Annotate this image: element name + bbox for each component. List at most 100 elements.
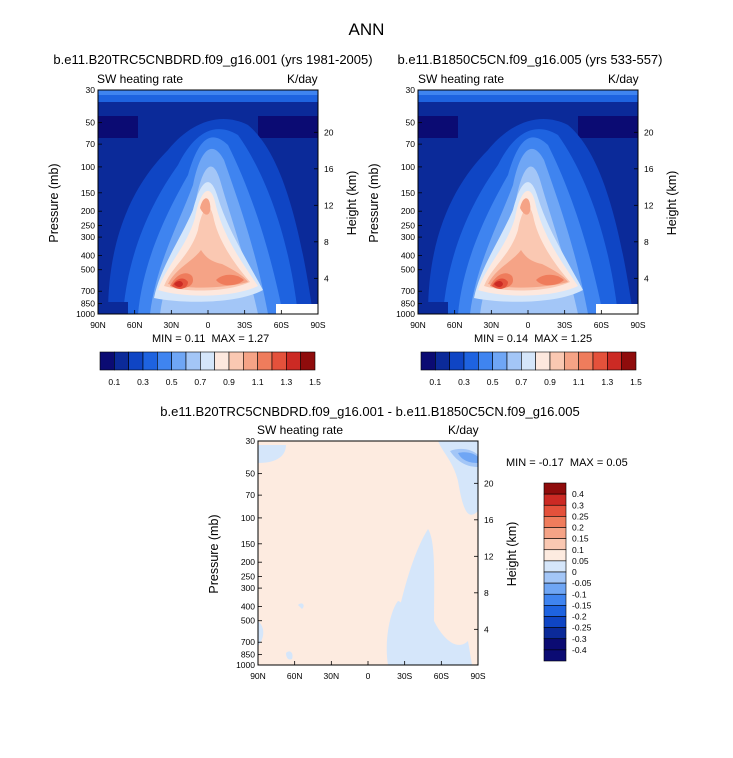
pressure-tick-label: 50 — [406, 118, 416, 128]
colorbar-swatch — [543, 493, 567, 506]
colorbar-label: 0.1 — [572, 545, 584, 555]
colorbar-label: 1.3 — [601, 377, 613, 387]
pressure-tick-label: 30 — [246, 436, 256, 446]
pressure-tick-label: 400 — [81, 250, 95, 260]
panel1-minmax: MIN = 0.11 MAX = 1.27 — [152, 333, 269, 345]
colorbar-label: -0.05 — [572, 578, 592, 588]
panel1-ylabel: Pressure (mb) — [47, 163, 61, 243]
colorbar-swatch — [114, 351, 129, 371]
latitude-tick-label: 60S — [434, 671, 449, 681]
colorbar-swatch — [243, 351, 258, 371]
contour-level — [200, 198, 211, 215]
pressure-tick-label: 400 — [401, 250, 415, 260]
topography-mask — [596, 304, 638, 314]
colorbar-label: 0.5 — [487, 377, 499, 387]
pressure-tick-label: 500 — [81, 265, 95, 275]
colorbar-swatch — [543, 571, 567, 584]
colorbar-label: 0.25 — [572, 511, 589, 521]
colorbar-swatch — [257, 351, 273, 371]
contour-level — [578, 116, 638, 138]
colorbar-label: 0.9 — [223, 377, 235, 387]
panel3-colorbar: 0.40.30.25 0.20.150.10.050-0.05-0.1-0.15 -… — [543, 482, 592, 662]
pressure-tick-label: 100 — [81, 162, 95, 172]
pressure-tick-label: 700 — [241, 637, 255, 647]
colorbar-swatch — [492, 351, 508, 371]
colorbar-swatch — [300, 351, 316, 371]
panel1-right-label: K/day — [287, 72, 318, 86]
panel3-max-value: 0.05 — [606, 457, 628, 469]
contour-level — [286, 651, 293, 660]
latitude-tick-label: 0 — [366, 671, 371, 681]
contour-level — [458, 452, 478, 463]
height-tick-label: 8 — [324, 237, 329, 247]
latitude-tick-label: 30N — [164, 320, 180, 330]
latitude-tick-label: 90N — [90, 320, 106, 330]
panel2-right-label: K/day — [608, 72, 639, 86]
colorbar-swatch — [543, 638, 567, 651]
panel1-max-label: MAX = — [211, 333, 245, 345]
pressure-tick-label: 70 — [86, 139, 96, 149]
colorbar-label: 0.1 — [108, 377, 120, 387]
panel1-y2label: Height (km) — [345, 170, 359, 236]
colorbar-swatch — [286, 351, 301, 371]
colorbar-swatch — [607, 351, 622, 371]
colorbar-swatch — [543, 538, 567, 551]
contour-level — [494, 281, 503, 287]
colorbar-swatch — [185, 351, 201, 371]
contour-level — [386, 601, 408, 665]
colorbar-swatch — [99, 351, 115, 371]
pressure-tick-label: 250 — [81, 220, 95, 230]
panel3-left-label: SW heating rate — [257, 423, 344, 437]
pressure-tick-label: 30 — [406, 85, 416, 95]
contour-level — [388, 529, 472, 665]
panel2-max-value: 1.25 — [570, 333, 593, 345]
pressure-tick-label: 250 — [241, 571, 255, 581]
pressure-tick-label: 400 — [241, 601, 255, 611]
colorbar-swatch — [543, 549, 567, 562]
height-tick-label: 4 — [484, 624, 489, 634]
pressure-tick-label: 700 — [401, 286, 415, 296]
colorbar-label: 1.1 — [252, 377, 264, 387]
latitude-tick-label: 90S — [470, 671, 485, 681]
topography-mask — [276, 304, 318, 314]
contour-fill — [418, 90, 638, 314]
panel3-y2label: Height (km) — [505, 521, 519, 587]
pressure-tick-label: 150 — [81, 188, 95, 198]
pressure-tick-label: 850 — [401, 299, 415, 309]
latitude-tick-label: 30S — [237, 320, 252, 330]
pressure-tick-label: 300 — [401, 232, 415, 242]
contour-level — [258, 445, 286, 463]
contour-level — [536, 274, 564, 286]
contour-level — [418, 116, 458, 138]
panel3-title: b.e11.B20TRC5CNBDRD.f09_g16.001 - b.e11.… — [160, 404, 580, 419]
figure-title: ANN — [348, 20, 385, 39]
pressure-tick-label: 300 — [81, 232, 95, 242]
colorbar-swatch — [157, 351, 172, 371]
contour-fill — [98, 90, 318, 314]
colorbar-label: 1.5 — [309, 377, 321, 387]
colorbar-label: 1.3 — [280, 377, 292, 387]
height-tick-label: 20 — [644, 127, 654, 137]
pressure-tick-label: 100 — [241, 513, 255, 523]
colorbar-label: 0.7 — [515, 377, 527, 387]
latitude-tick-label: 30S — [557, 320, 572, 330]
pressure-tick-label: 70 — [246, 490, 256, 500]
contour-level — [98, 90, 318, 95]
panel2-minmax: MIN = 0.14 MAX = 1.25 — [474, 333, 592, 345]
pressure-tick-label: 850 — [241, 650, 255, 660]
colorbar-swatch — [171, 351, 187, 371]
panel3-right-label: K/day — [448, 423, 479, 437]
latitude-tick-label: 60N — [447, 320, 463, 330]
pressure-tick-label: 70 — [406, 139, 416, 149]
colorbar-swatch — [128, 351, 144, 371]
colorbar-label: 1.1 — [573, 377, 585, 387]
colorbar-label: 0.4 — [572, 489, 584, 499]
pressure-tick-label: 1000 — [396, 309, 415, 319]
colorbar-swatch — [543, 649, 567, 662]
height-tick-label: 12 — [644, 200, 654, 210]
colorbar-swatch — [578, 351, 594, 371]
colorbar-label: -0.2 — [572, 612, 587, 622]
colorbar-label: 1.5 — [630, 377, 642, 387]
